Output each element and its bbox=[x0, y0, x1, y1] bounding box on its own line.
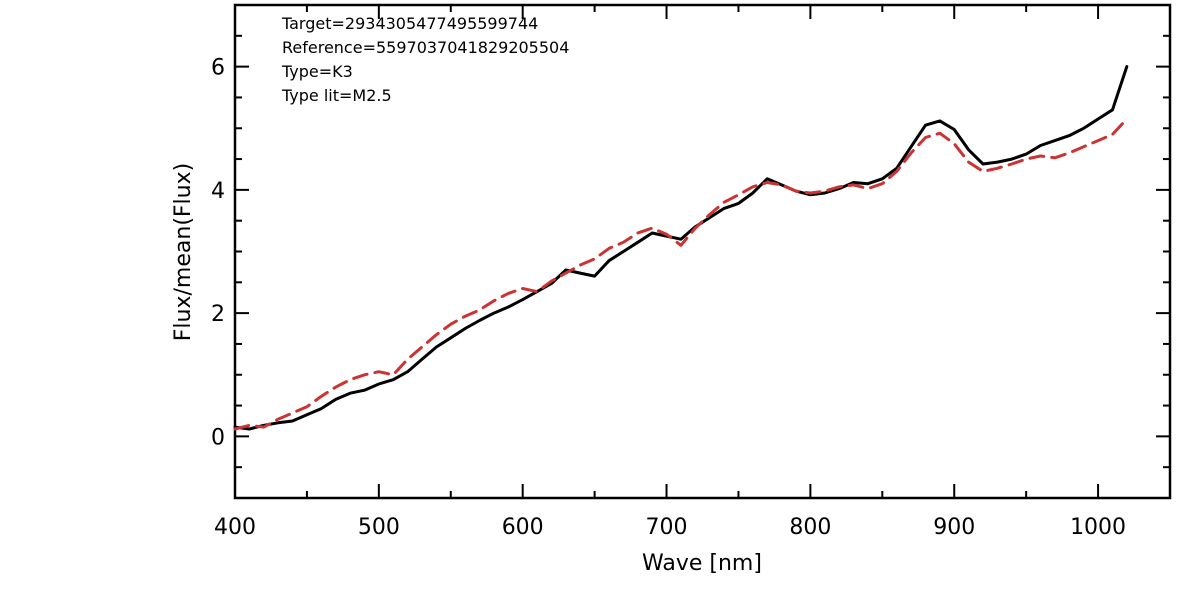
x-tick-labels: 400 500 600 700 800 900 1000 bbox=[214, 515, 1126, 540]
x-tick-label: 400 bbox=[214, 515, 256, 540]
annotation-line: Type lit=M2.5 bbox=[281, 86, 392, 105]
y-tick-label: 0 bbox=[211, 425, 225, 450]
annotation-block: Target=2934305477495599744 Reference=5597… bbox=[281, 14, 569, 105]
series-line-2 bbox=[233, 117, 1129, 431]
x-tick-label: 900 bbox=[933, 515, 975, 540]
plot-frame bbox=[233, 3, 1172, 500]
y-tick-label: 4 bbox=[211, 179, 225, 204]
series-group bbox=[233, 65, 1129, 431]
x-tick-label: 700 bbox=[646, 515, 688, 540]
series-line-1 bbox=[233, 65, 1129, 431]
x-axis-title: Wave [nm] bbox=[642, 551, 762, 576]
y-tick-label: 6 bbox=[211, 56, 225, 81]
y-tick-label: 2 bbox=[211, 302, 225, 327]
annotation-line: Reference=5597037041829205504 bbox=[282, 38, 569, 57]
x-tick-label: 500 bbox=[358, 515, 400, 540]
x-tick-label: 800 bbox=[789, 515, 831, 540]
x-tick-label: 1000 bbox=[1070, 515, 1126, 540]
x-tick-label: 600 bbox=[502, 515, 544, 540]
annotation-line: Type=K3 bbox=[281, 62, 353, 81]
annotation-line: Target=2934305477495599744 bbox=[281, 14, 538, 33]
y-tick-labels: 0 2 4 6 bbox=[211, 56, 225, 451]
y-axis-title: Flux/mean(Flux) bbox=[171, 163, 196, 341]
axis-ticks bbox=[234, 4, 1171, 499]
